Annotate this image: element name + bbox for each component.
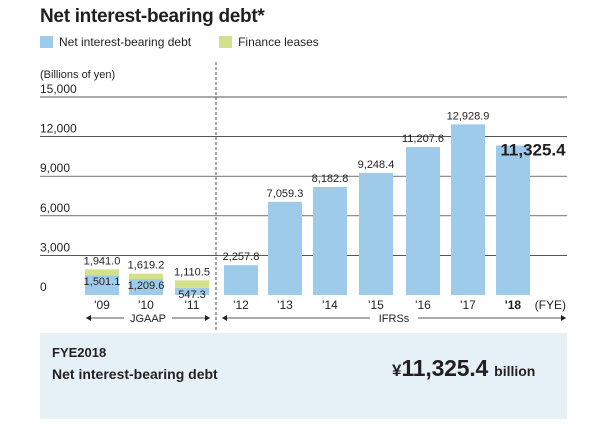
x-tick-label: '14: [322, 298, 338, 312]
bar-net-debt: [496, 145, 530, 295]
x-tick-label: '12: [233, 298, 249, 312]
data-label-total: 1,941.0: [84, 255, 121, 267]
period-jgaap-arrow-right: [205, 315, 210, 321]
bar-finance-leases: [175, 280, 209, 288]
bar-chart: (Billions of yen)15,000 12,000 9,000 6,000 3…: [40, 62, 567, 330]
y-axis-unit-label: (Billions of yen): [40, 69, 115, 81]
bar-net-debt: [175, 287, 209, 295]
x-tick-label: '17: [460, 298, 476, 312]
period-ifrs-arrow-left: [222, 315, 227, 321]
bar-net-debt: [406, 147, 440, 295]
bar-finance-leases: [129, 273, 163, 280]
period-jgaap-arrow-left: [86, 315, 91, 321]
data-label-net: 1,209.6: [128, 280, 165, 292]
y-tick-label: 3,000: [40, 240, 70, 254]
bar-net-debt: [85, 275, 119, 295]
bar-net-debt: [129, 279, 163, 295]
summary-metric-name: Net interest-bearing debt: [52, 366, 218, 382]
period-jgaap-label: JGAAP: [130, 313, 166, 325]
data-label-total: 11,207.6: [402, 133, 444, 145]
chart-legend: Net interest-bearing debt Finance leases: [40, 35, 319, 49]
period-jgaap-label-bg: [124, 311, 172, 325]
y-tick-label: 0: [40, 280, 47, 294]
summary-currency: ¥: [392, 361, 402, 380]
bar-net-debt: [268, 201, 302, 295]
x-tick-label: '10: [138, 298, 154, 312]
page-title: Net interest-bearing debt*: [40, 6, 265, 27]
data-label-total: 11,325.4: [500, 141, 566, 160]
legend-swatch-net-debt: [40, 36, 53, 48]
y-tick-label: 12,000: [40, 122, 77, 136]
period-ifrs-label: IFRSs: [379, 313, 410, 325]
data-label-total: 7,059.3: [267, 188, 304, 200]
y-tick-label: 9,000: [40, 161, 70, 175]
x-tick-label: '18: [505, 298, 522, 312]
data-label-total: 8,182.8: [312, 173, 349, 185]
x-tick-label: '11: [185, 298, 200, 312]
y-tick-label: 6,000: [40, 201, 70, 215]
summary-unit: billion: [494, 363, 536, 379]
data-label-total: 1,110.5: [174, 266, 210, 278]
x-tick-label: '13: [277, 298, 293, 312]
period-ifrs-label-bg: [370, 311, 418, 325]
data-label-total: 1,619.2: [128, 260, 165, 272]
bar-net-debt: [224, 265, 258, 295]
data-label-total: 2,257.8: [223, 251, 260, 263]
legend-item-net-debt: Net interest-bearing debt: [40, 35, 191, 49]
summary-value: 11,325.4: [401, 355, 489, 381]
legend-swatch-finance-leases: [219, 36, 233, 48]
bar-finance-leases: [85, 269, 119, 276]
summary-value-group: ¥ 11,325.4 billion: [392, 355, 535, 382]
summary-fiscal-label: FYE2018: [52, 345, 107, 360]
data-label-net: 1,501.1: [84, 276, 121, 288]
data-label-net: 547.3: [178, 289, 206, 301]
y-tick-label: 15,000: [40, 82, 77, 96]
x-axis-unit-label: (FYE): [535, 298, 566, 312]
summary-panel: FYE2018 Net interest-bearing debt ¥ 11,3…: [40, 333, 567, 419]
period-ifrs-arrow-right: [561, 315, 566, 321]
x-tick-label: '15: [368, 298, 384, 312]
bar-net-debt: [359, 172, 393, 295]
bar-net-debt: [451, 124, 485, 295]
data-label-total: 9,248.4: [358, 159, 395, 171]
data-label-total: 12,928.9: [447, 110, 490, 122]
bar-net-debt: [313, 186, 347, 295]
legend-label-net-debt: Net interest-bearing debt: [59, 35, 192, 49]
legend-item-finance-leases: Finance leases: [219, 35, 319, 49]
legend-label-finance-leases: Finance leases: [238, 35, 319, 49]
x-tick-label: '16: [415, 298, 431, 312]
x-tick-label: '09: [94, 298, 110, 312]
